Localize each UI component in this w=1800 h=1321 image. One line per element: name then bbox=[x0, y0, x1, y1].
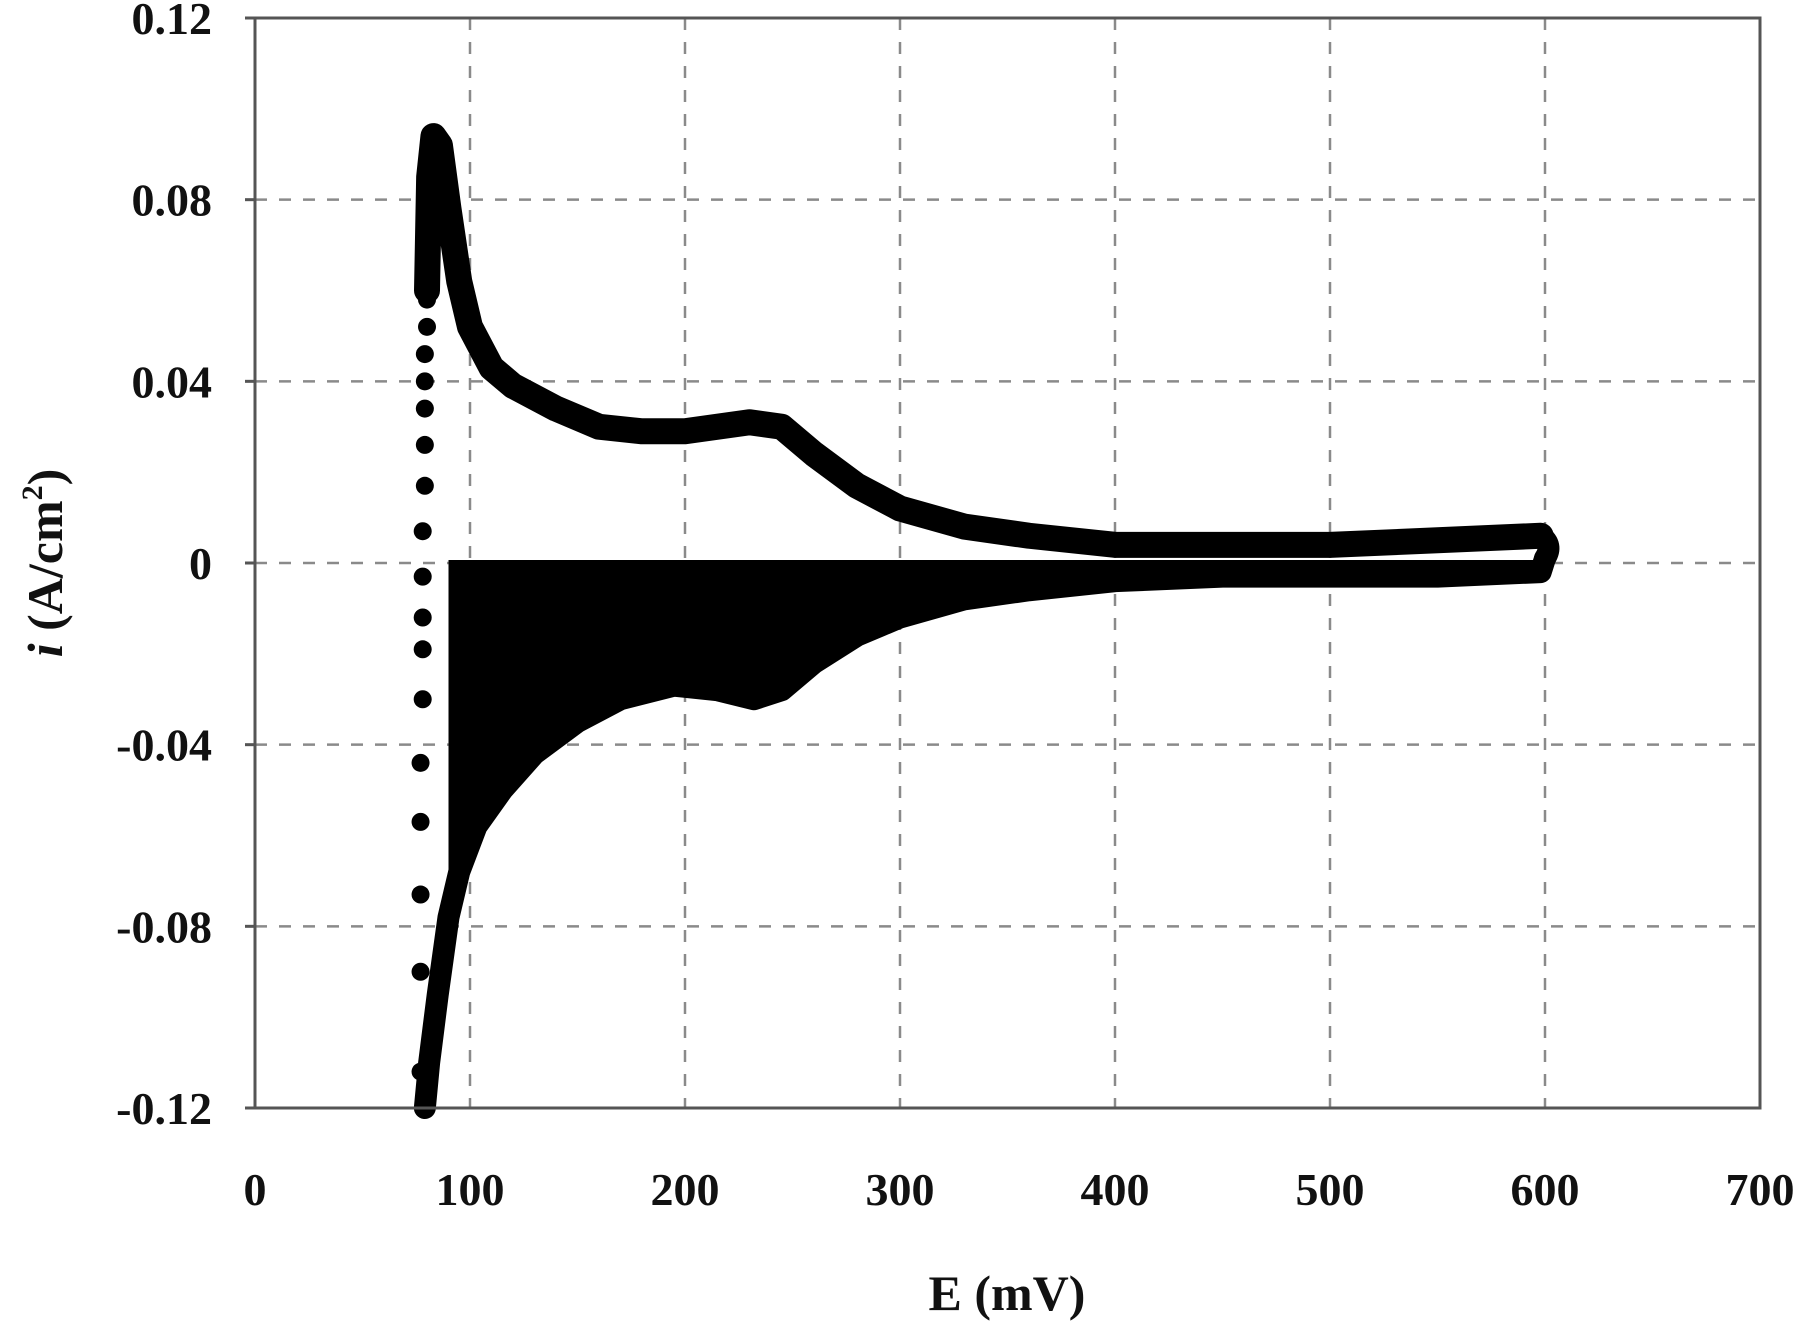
data-dot bbox=[415, 399, 434, 418]
data-dot bbox=[411, 1062, 430, 1081]
y-tick-label: 0.12 bbox=[132, 0, 213, 44]
data-dot bbox=[411, 885, 430, 904]
x-tick-label: 200 bbox=[651, 1164, 720, 1215]
x-tick-label: 300 bbox=[866, 1164, 935, 1215]
x-tick-label: 600 bbox=[1511, 1164, 1580, 1215]
y-tick-label: 0 bbox=[189, 538, 212, 589]
y-tick-label: -0.08 bbox=[116, 901, 212, 952]
data-dot bbox=[413, 522, 432, 541]
x-axis-label: E (mV) bbox=[929, 1265, 1086, 1321]
y-tick-label: 0.08 bbox=[132, 175, 213, 226]
dotted-trace bbox=[411, 236, 439, 1081]
y-axis-symbol: i bbox=[17, 643, 73, 657]
x-axis-ticks: 0 100 200 300 400 500 600 700 bbox=[244, 1164, 1795, 1215]
data-dot bbox=[413, 567, 432, 586]
data-dot bbox=[413, 640, 432, 659]
data-dot bbox=[415, 345, 434, 364]
y-axis-unit: (A/cm bbox=[17, 500, 73, 643]
data-series bbox=[413, 123, 1560, 1119]
x-tick-label: 400 bbox=[1081, 1164, 1150, 1215]
data-dot bbox=[418, 290, 436, 309]
y-axis-unit-close: ) bbox=[17, 469, 73, 486]
y-axis-label: i (A/cm2) bbox=[16, 469, 73, 658]
y-axis-unit-superscript: 2 bbox=[16, 485, 49, 500]
data-dot bbox=[413, 690, 432, 709]
data-dot bbox=[420, 236, 439, 255]
y-tick-label: -0.12 bbox=[116, 1083, 212, 1134]
y-axis-ticks: 0.12 0.08 0.04 0 -0.04 -0.08 -0.12 bbox=[116, 0, 255, 1134]
data-dot bbox=[418, 317, 436, 336]
data-dot bbox=[415, 372, 434, 391]
x-tick-label: 0 bbox=[244, 1164, 267, 1215]
data-dot bbox=[411, 812, 430, 831]
cathodic-branch-curve bbox=[413, 547, 1556, 1119]
data-dot bbox=[415, 476, 434, 495]
anodic-branch-curve bbox=[414, 123, 1554, 558]
x-tick-label: 500 bbox=[1296, 1164, 1365, 1215]
y-tick-label: -0.04 bbox=[116, 720, 212, 771]
data-dot bbox=[411, 962, 430, 981]
data-dot bbox=[415, 435, 434, 454]
data-dot bbox=[413, 608, 432, 627]
x-tick-label: 100 bbox=[436, 1164, 505, 1215]
filled-envelope-area bbox=[448, 558, 1545, 918]
data-dot bbox=[418, 263, 436, 282]
loop-closure bbox=[1529, 524, 1560, 570]
x-tick-label: 700 bbox=[1726, 1164, 1795, 1215]
data-dot bbox=[411, 753, 430, 772]
filled-envelope bbox=[448, 558, 1545, 918]
y-tick-label: 0.04 bbox=[132, 356, 213, 407]
